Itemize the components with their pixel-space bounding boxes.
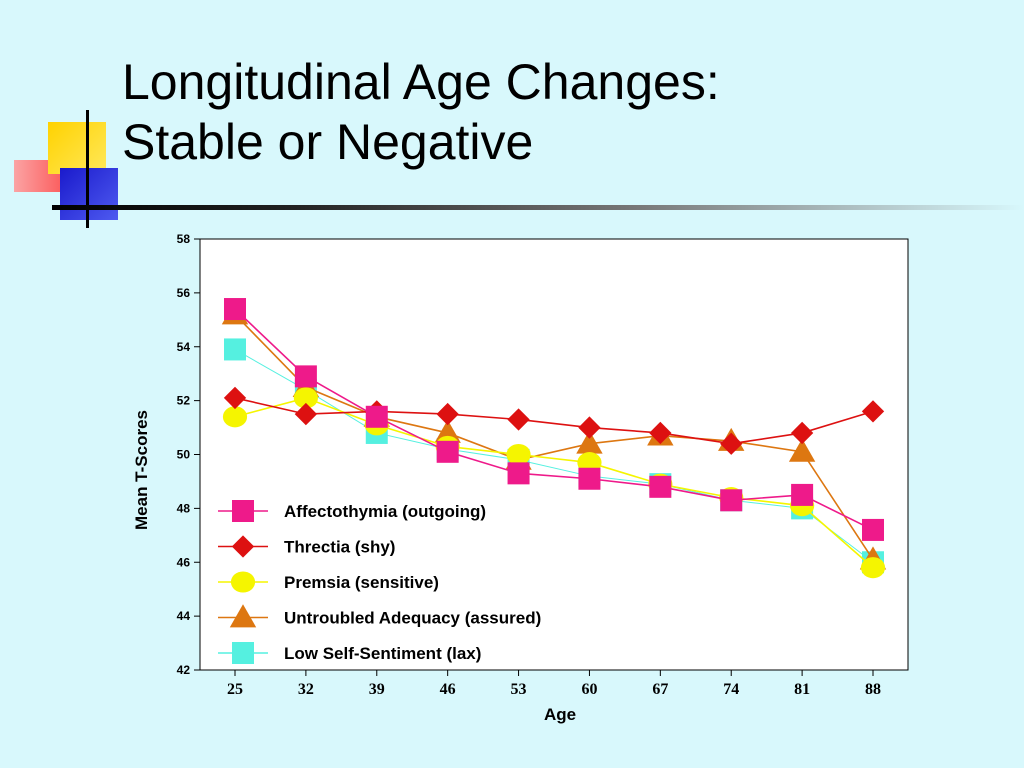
data-point [860,557,886,579]
y-tick-label: 52 [177,394,191,408]
y-tick-label: 50 [177,448,191,462]
series-line [234,397,874,569]
x-axis: 25 32 39 46 53 60 67 74 81 88 [227,670,881,698]
series-layer [221,298,887,579]
x-tick-label: 53 [511,681,527,698]
legend-entry: Premsia (sensitive) [218,571,439,593]
data-point [862,518,884,541]
data-point [293,387,318,409]
data-point [861,400,885,423]
data-point [434,419,461,443]
data-point [507,408,530,431]
data-point [224,298,246,321]
data-point [224,338,246,361]
series-line [234,308,874,531]
slide-title-line-2: Stable or Negative [122,114,534,170]
data-point [578,416,601,439]
legend-entry: Untroubled Adequacy (assured) [218,604,541,628]
legend-entry: Threctia (shy) [218,535,395,558]
y-tick-label: 44 [177,609,191,623]
data-point [578,467,601,490]
data-point [649,421,672,445]
series-0 [224,298,884,541]
y-tick-label: 58 [177,232,191,246]
legend-marker [232,500,254,522]
legend: Affectothymia (outgoing) Threctia (shy) Pr… [218,500,541,664]
slide-title-line-1: Longitudinal Age Changes: [122,54,720,110]
legend-marker [229,604,257,628]
legend-marker [230,571,256,593]
data-point [222,406,248,428]
data-point [576,430,603,454]
x-tick-label: 32 [298,681,314,698]
data-point [507,462,530,485]
y-tick-label: 46 [177,555,191,569]
data-point [223,386,247,410]
data-point [436,402,459,426]
data-point [720,432,743,455]
x-tick-label: 39 [369,681,385,698]
legend-label: Premsia (sensitive) [284,573,439,592]
y-tick-label: 42 [177,663,191,677]
x-tick-label: 88 [865,681,881,698]
legend-entry: Low Self-Sentiment (lax) [218,642,481,664]
legend-marker [232,642,254,664]
series-line [234,397,874,445]
data-point [790,421,814,445]
legend-label: Affectothymia (outgoing) [284,502,486,521]
legend-marker [231,535,255,558]
data-point [294,402,318,426]
data-point [788,438,816,462]
decor-vertical-line [86,110,89,228]
data-point [506,443,531,466]
data-point [365,405,388,428]
legend-label: Untroubled Adequacy (assured) [284,609,541,628]
x-tick-label: 74 [723,681,739,698]
decor-yellow-square [48,122,106,174]
x-tick-label: 81 [794,681,810,698]
plot-area [199,238,909,671]
slide-title: Longitudinal Age Changes: Stable or Nega… [122,52,720,172]
decor-blue-square [60,168,118,220]
series-1 [223,386,885,455]
data-point [436,440,459,463]
y-tick-label: 48 [177,501,191,515]
data-point [649,475,672,498]
y-axis-label: Mean T-Scores [132,410,151,530]
x-tick-label: 46 [440,681,456,698]
y-axis: 42 44 46 48 50 52 54 56 58 [177,232,200,677]
y-tick-label: 56 [177,286,191,300]
legend-label: Low Self-Sentiment (lax) [284,644,481,663]
y-tick-label: 54 [177,340,191,354]
data-point [294,365,317,388]
legend-entry: Affectothymia (outgoing) [218,500,486,522]
x-axis-label: Age [544,705,576,724]
series-line [234,313,874,560]
legend-label: Threctia (shy) [284,538,395,557]
x-tick-label: 67 [652,681,668,698]
decor-title-underline [52,205,1024,210]
data-point [791,483,814,506]
x-tick-label: 25 [227,681,243,698]
x-tick-label: 60 [581,681,597,698]
data-point [720,489,743,512]
